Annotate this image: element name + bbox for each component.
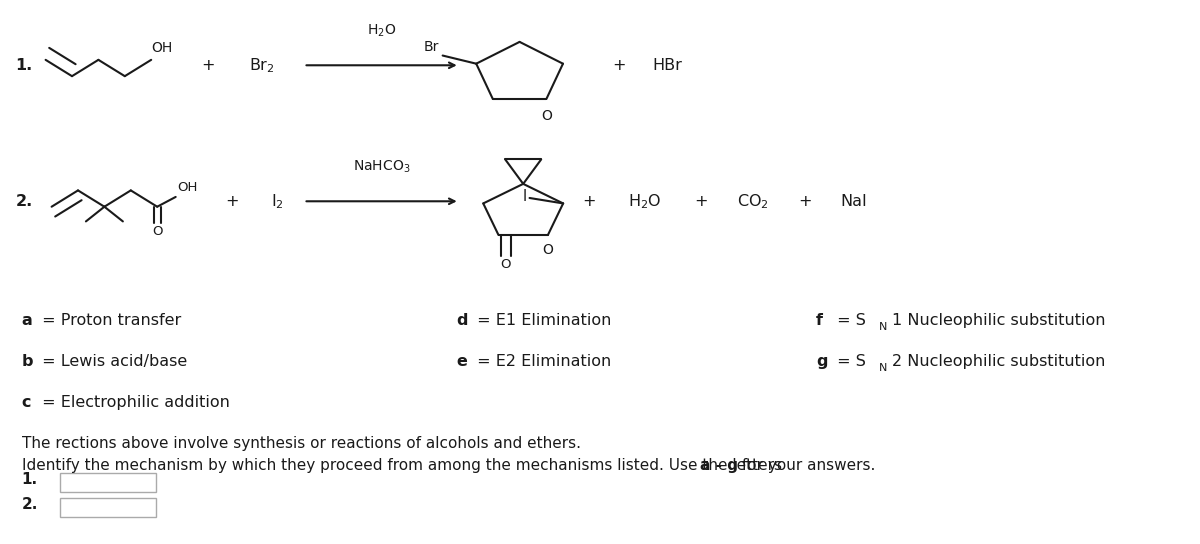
Text: 1.: 1. [22,472,37,487]
Text: Br$_2$: Br$_2$ [248,56,275,75]
Text: = E2 Elimination: = E2 Elimination [472,354,611,369]
Text: d: d [456,313,468,329]
Text: CO$_2$: CO$_2$ [737,192,769,211]
Text: I: I [523,189,527,205]
Text: N: N [878,323,887,332]
Text: O: O [152,225,162,238]
Text: = S: = S [832,313,865,329]
FancyBboxPatch shape [60,498,156,517]
Text: 2.: 2. [16,194,32,209]
Text: +: + [612,58,626,73]
Text: H$_2$O: H$_2$O [628,192,661,211]
Text: 1 Nucleophilic substitution: 1 Nucleophilic substitution [892,313,1105,329]
Text: +: + [694,194,707,209]
Text: H$_2$O: H$_2$O [367,23,396,39]
Text: O: O [500,258,511,271]
Text: a: a [22,313,32,329]
Text: OH: OH [176,181,197,194]
Text: = Proton transfer: = Proton transfer [37,313,181,329]
Text: O: O [542,243,553,257]
Text: +: + [582,194,596,209]
Text: O: O [541,109,552,123]
Text: f: f [816,313,823,329]
Text: e: e [456,354,467,369]
Text: +: + [798,194,811,209]
Text: = Lewis acid/base: = Lewis acid/base [37,354,187,369]
Text: NaI: NaI [840,194,868,209]
Text: c: c [22,395,31,410]
Text: g: g [816,354,828,369]
Text: = S: = S [832,354,865,369]
Text: I$_2$: I$_2$ [271,192,283,211]
Text: a - g: a - g [700,458,738,473]
FancyBboxPatch shape [60,473,156,492]
Text: OH: OH [151,41,173,55]
Text: NaHCO$_3$: NaHCO$_3$ [353,159,410,175]
Text: 2.: 2. [22,497,38,512]
Text: = Electrophilic addition: = Electrophilic addition [37,395,230,410]
Text: +: + [224,194,239,209]
Text: HBr: HBr [653,58,682,73]
Text: N: N [878,363,887,373]
Text: Identify the mechanism by which they proceed from among the mechanisms listed. U: Identify the mechanism by which they pro… [22,458,786,473]
Text: = E1 Elimination: = E1 Elimination [472,313,611,329]
Text: b: b [22,354,34,369]
Text: The rections above involve synthesis or reactions of alcohols and ethers.: The rections above involve synthesis or … [22,436,581,451]
Text: 2 Nucleophilic substitution: 2 Nucleophilic substitution [892,354,1105,369]
Text: +: + [200,58,215,73]
Text: for your answers.: for your answers. [737,458,876,473]
Text: Br: Br [424,40,439,54]
Text: 1.: 1. [16,58,32,73]
